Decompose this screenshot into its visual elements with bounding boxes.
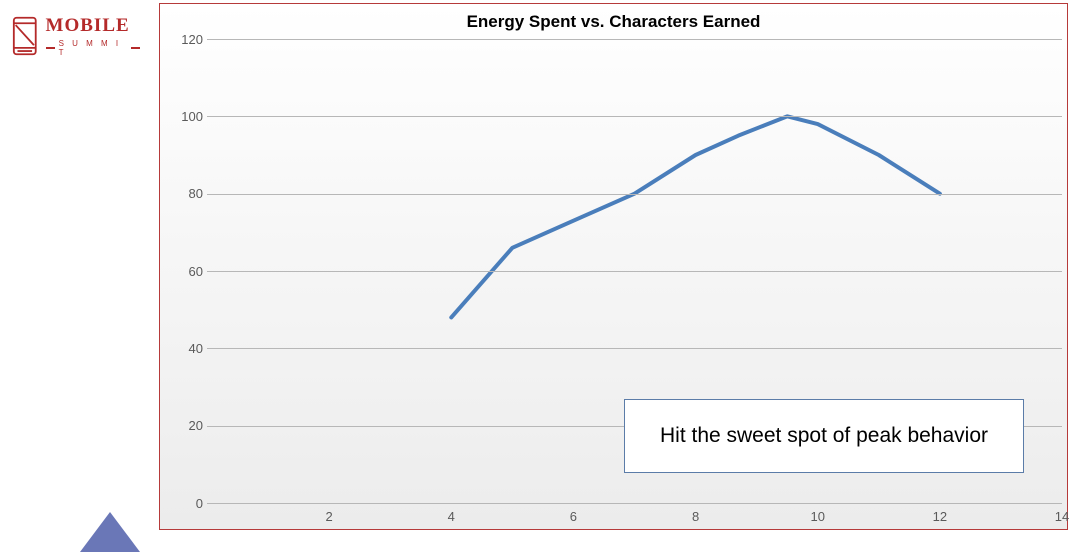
logo-secondary-row: S U M M I T xyxy=(46,39,140,57)
x-tick-label: 6 xyxy=(570,509,577,524)
chart-gridline xyxy=(207,39,1062,40)
x-tick-label: 8 xyxy=(692,509,699,524)
chart-gridline xyxy=(207,503,1062,504)
triangle-icon xyxy=(80,512,140,552)
x-tick-label: 12 xyxy=(933,509,947,524)
x-tick-label: 2 xyxy=(326,509,333,524)
x-tick-label: 14 xyxy=(1055,509,1069,524)
phone-icon xyxy=(12,14,38,58)
chart-annotation-text: Hit the sweet spot of peak behavior xyxy=(660,423,988,449)
slide-stage: MOBILE S U M M I T Energy Spent vs. Char… xyxy=(0,0,1080,541)
chart-annotation-box: Hit the sweet spot of peak behavior xyxy=(624,399,1024,473)
logo-secondary-text: S U M M I T xyxy=(59,39,127,57)
y-tick-label: 60 xyxy=(163,264,203,279)
y-tick-label: 0 xyxy=(163,496,203,511)
chart-frame: Energy Spent vs. Characters Earned Hit t… xyxy=(159,3,1068,530)
chart-gridline xyxy=(207,116,1062,117)
chart-gridline xyxy=(207,271,1062,272)
y-tick-label: 40 xyxy=(163,341,203,356)
mobile-summit-logo: MOBILE S U M M I T xyxy=(12,14,140,58)
logo-primary-text: MOBILE xyxy=(46,15,140,37)
y-tick-label: 20 xyxy=(163,418,203,433)
chart-gridline xyxy=(207,348,1062,349)
x-tick-label: 4 xyxy=(448,509,455,524)
y-tick-label: 80 xyxy=(163,186,203,201)
chart-gridline xyxy=(207,194,1062,195)
y-tick-label: 120 xyxy=(163,32,203,47)
x-tick-label: 10 xyxy=(810,509,824,524)
y-tick-label: 100 xyxy=(163,109,203,124)
chart-title: Energy Spent vs. Characters Earned xyxy=(160,12,1067,32)
